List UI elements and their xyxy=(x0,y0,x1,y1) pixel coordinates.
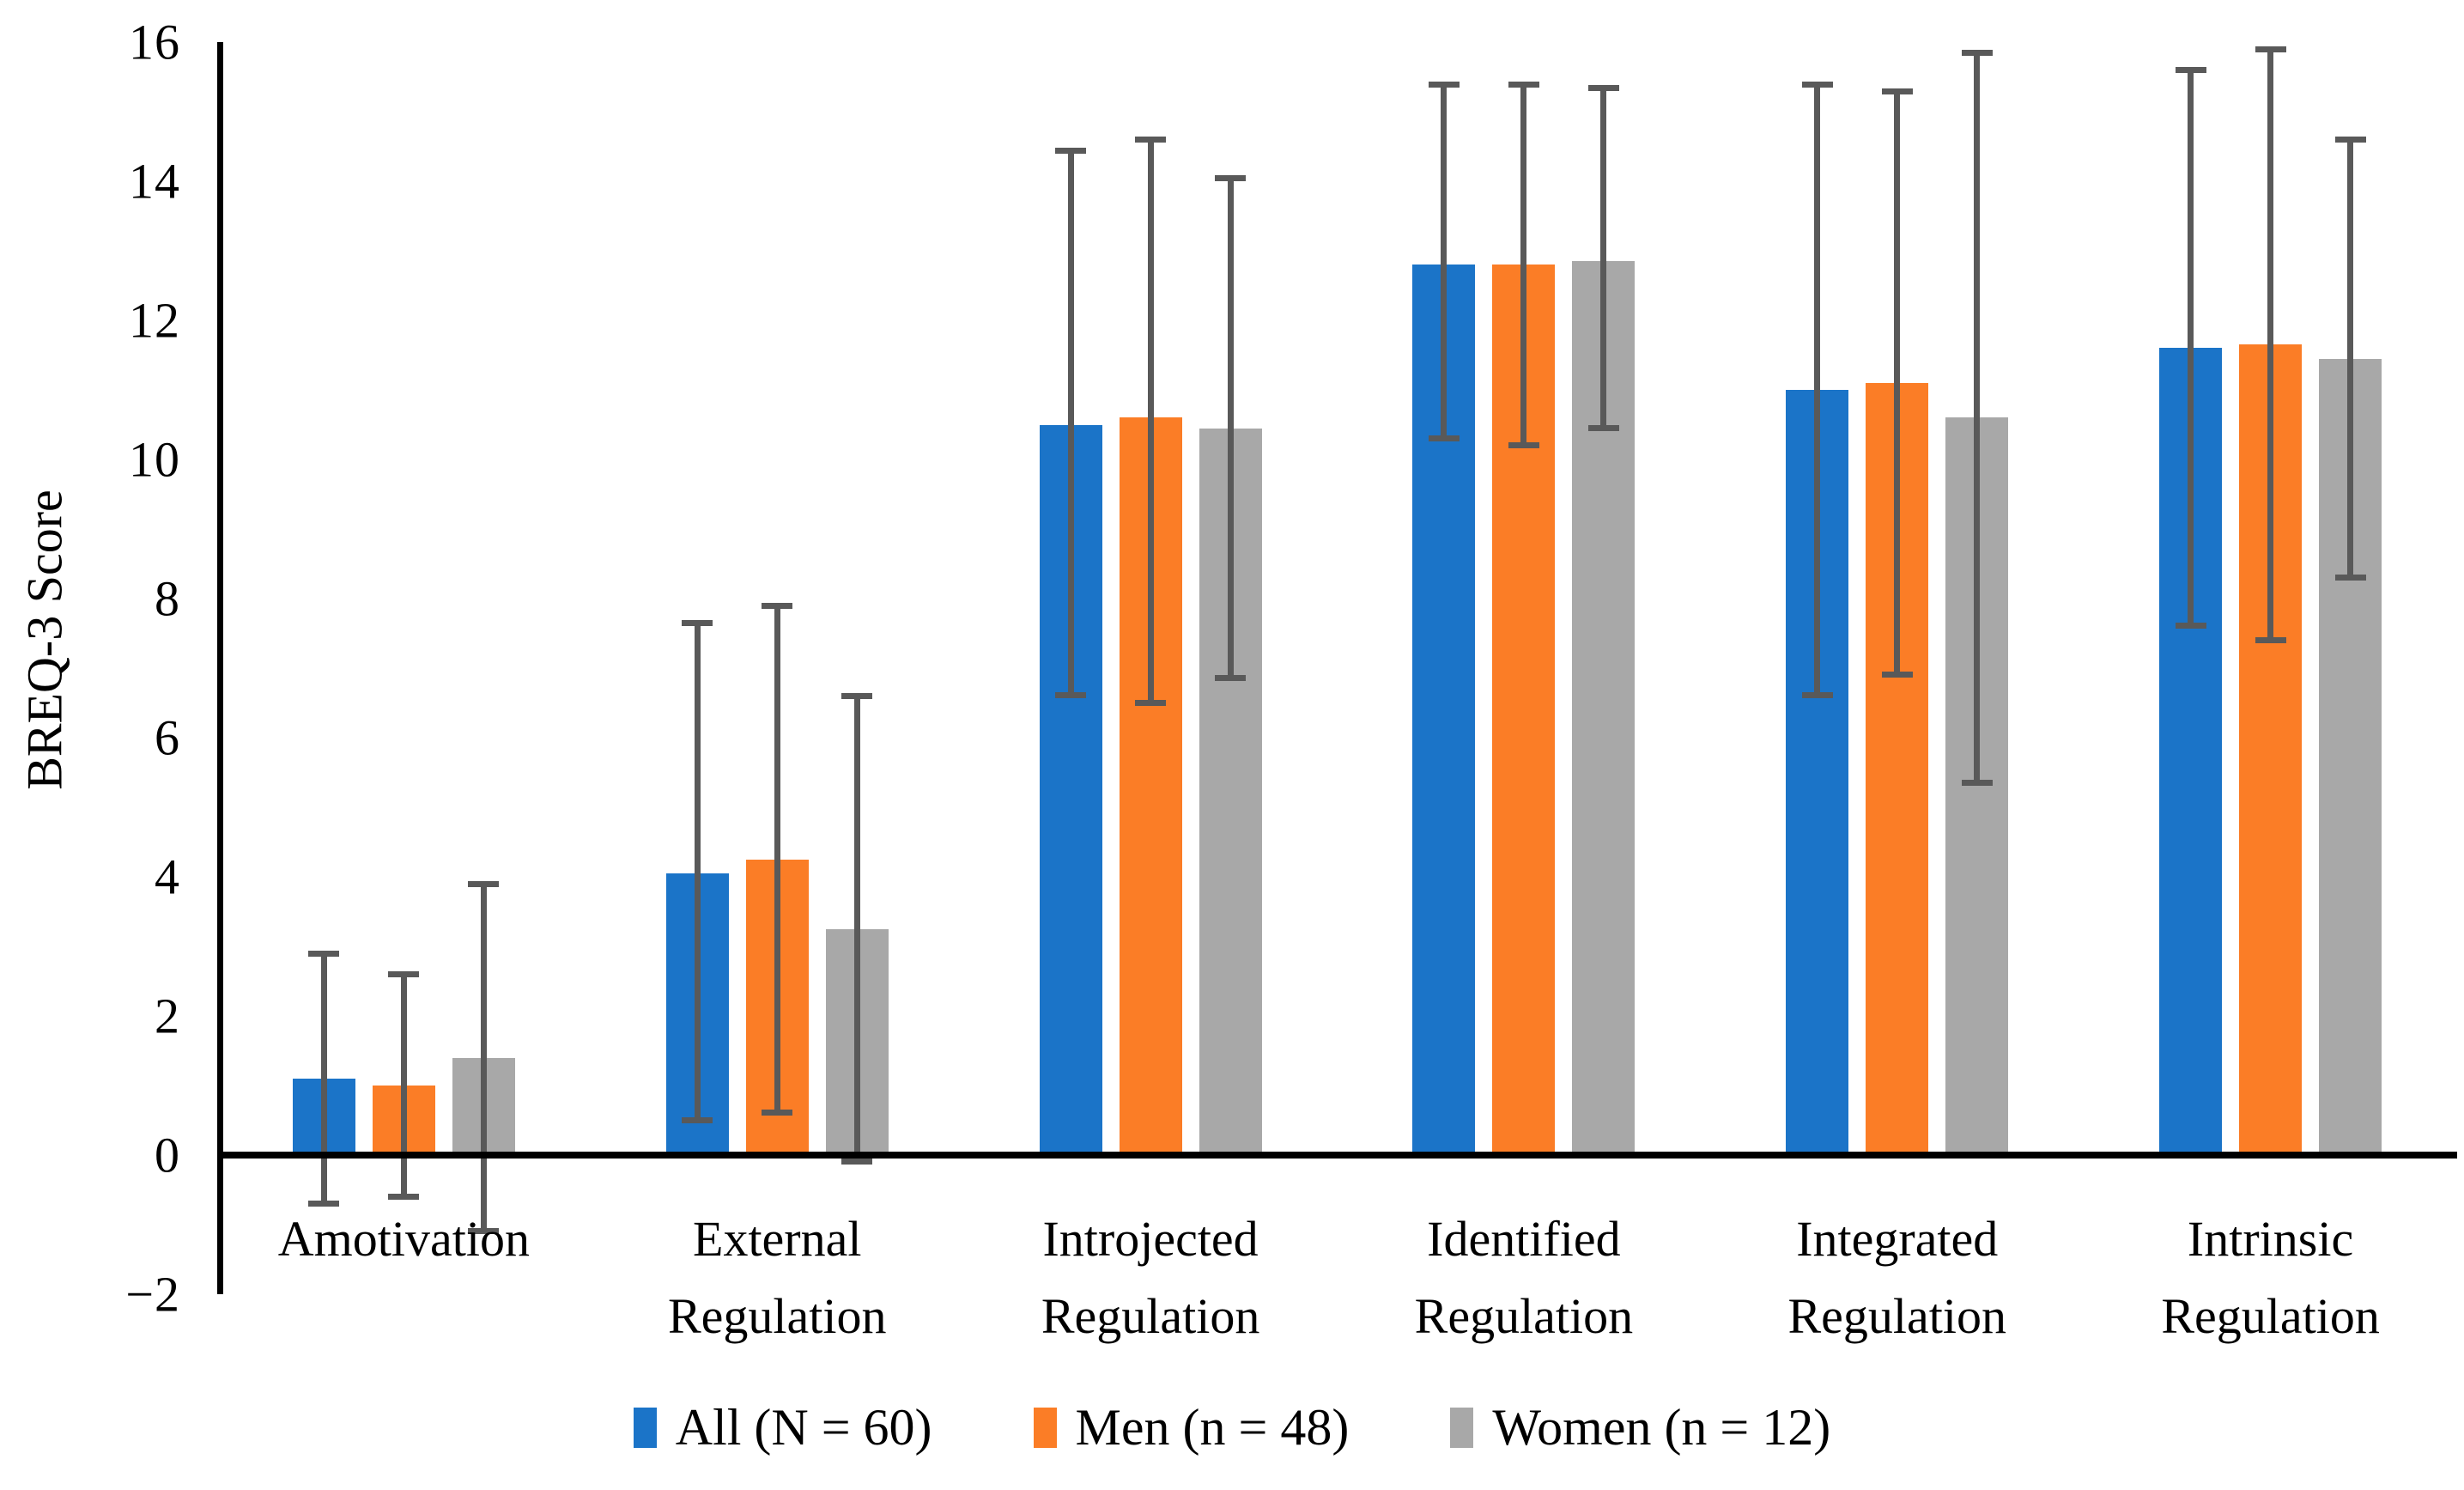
error-bar-men-amotivation xyxy=(400,974,407,1197)
error-bar-all-intrinsic-regulation xyxy=(2188,70,2194,627)
error-cap-bottom-women-integrated-regulation xyxy=(1961,779,1993,786)
category-label-line: Regulation xyxy=(667,1288,887,1344)
error-cap-top-women-intrinsic-regulation xyxy=(2334,137,2366,143)
error-bar-women-identified-regulation xyxy=(1600,87,1607,429)
legend-item-men: Men (n = 48) xyxy=(1033,1398,1350,1457)
category-label-line: Regulation xyxy=(1041,1288,1260,1344)
error-cap-bottom-all-identified-regulation xyxy=(1428,435,1460,441)
error-bar-women-amotivation xyxy=(480,884,487,1232)
category-label-introjected-regulation: Introjected Regulation xyxy=(962,1201,1339,1355)
y-tick-label-8: 8 xyxy=(155,570,180,627)
category-label-identified-regulation: Identified Regulation xyxy=(1335,1201,1713,1355)
error-bar-all-external-regulation xyxy=(694,623,701,1121)
legend-label-all: All (N = 60) xyxy=(675,1399,932,1456)
error-cap-bottom-women-identified-regulation xyxy=(1587,424,1619,431)
error-cap-bottom-men-intrinsic-regulation xyxy=(2255,636,2286,643)
y-tick-label-12: 12 xyxy=(129,292,180,349)
category-label-line: Identified xyxy=(1427,1211,1621,1267)
legend-item-women: Women (n = 12) xyxy=(1450,1398,1830,1457)
error-bar-men-intrinsic-regulation xyxy=(2267,49,2274,641)
error-cap-bottom-men-integrated-regulation xyxy=(1881,672,1913,678)
error-cap-top-men-amotivation xyxy=(388,971,420,978)
error-cap-bottom-all-intrinsic-regulation xyxy=(2175,623,2206,629)
category-label-integrated-regulation: Integrated Regulation xyxy=(1708,1201,2086,1355)
error-cap-top-men-integrated-regulation xyxy=(1881,88,1913,94)
legend-item-all: All (N = 60) xyxy=(633,1398,932,1457)
error-cap-top-all-external-regulation xyxy=(682,620,713,627)
y-tick-label-6: 6 xyxy=(155,709,180,766)
error-cap-top-women-introjected-regulation xyxy=(1215,174,1247,181)
error-cap-bottom-all-integrated-regulation xyxy=(1801,692,1833,699)
error-bar-women-external-regulation xyxy=(853,696,860,1163)
error-bar-all-amotivation xyxy=(320,953,327,1204)
error-cap-top-women-external-regulation xyxy=(841,693,873,700)
x-axis-line xyxy=(217,1152,2457,1159)
category-label-intrinsic-regulation: Intrinsic Regulation xyxy=(2082,1201,2460,1355)
y-axis-line xyxy=(217,42,223,1294)
error-cap-top-men-external-regulation xyxy=(762,603,793,610)
category-label-line: External xyxy=(693,1211,862,1267)
y-tick-label-14: 14 xyxy=(129,153,180,210)
error-bar-women-integrated-regulation xyxy=(1974,52,1981,783)
error-cap-top-men-intrinsic-regulation xyxy=(2255,46,2286,53)
legend-swatch-men xyxy=(1033,1408,1057,1448)
category-label-line: Integrated xyxy=(1796,1211,1999,1267)
error-cap-top-women-identified-regulation xyxy=(1587,84,1619,91)
y-tick-label-16: 16 xyxy=(129,14,180,70)
error-cap-top-all-identified-regulation xyxy=(1428,81,1460,88)
error-cap-top-women-integrated-regulation xyxy=(1961,50,1993,57)
error-bar-women-introjected-regulation xyxy=(1227,177,1234,679)
error-bar-all-integrated-regulation xyxy=(1814,83,1821,696)
legend-swatch-women xyxy=(1450,1408,1474,1448)
y-tick-label--2: −2 xyxy=(125,1266,180,1323)
error-cap-top-women-amotivation xyxy=(468,881,500,888)
category-label-external-regulation: External Regulation xyxy=(588,1201,966,1355)
y-tick-label-4: 4 xyxy=(155,848,180,905)
error-cap-bottom-men-external-regulation xyxy=(762,1110,793,1116)
y-tick-label-0: 0 xyxy=(155,1127,180,1183)
error-bar-women-intrinsic-regulation xyxy=(2347,139,2354,578)
category-label-line: Amotivation xyxy=(277,1211,530,1267)
category-label-line: Regulation xyxy=(2161,1288,2380,1344)
error-cap-bottom-women-introjected-regulation xyxy=(1215,675,1247,682)
error-cap-top-all-intrinsic-regulation xyxy=(2175,67,2206,74)
error-cap-bottom-women-amotivation xyxy=(468,1228,500,1235)
error-bar-all-identified-regulation xyxy=(1441,83,1447,439)
error-cap-bottom-all-introjected-regulation xyxy=(1055,692,1087,699)
error-bar-men-external-regulation xyxy=(774,605,780,1114)
error-cap-top-all-introjected-regulation xyxy=(1055,147,1087,154)
error-bar-all-introjected-regulation xyxy=(1067,149,1074,696)
legend-swatch-all xyxy=(633,1408,657,1448)
error-bar-men-integrated-regulation xyxy=(1894,90,1901,676)
error-cap-bottom-all-amotivation xyxy=(308,1200,340,1207)
error-cap-bottom-men-identified-regulation xyxy=(1508,441,1539,448)
category-label-line: Intrinsic xyxy=(2187,1211,2354,1267)
error-cap-top-all-amotivation xyxy=(308,951,340,958)
category-label-amotivation: Amotivation xyxy=(215,1201,592,1278)
error-bar-men-identified-regulation xyxy=(1520,83,1527,446)
category-label-line: Introjected xyxy=(1042,1211,1259,1267)
error-cap-top-men-introjected-regulation xyxy=(1135,137,1167,143)
legend-label-women: Women (n = 12) xyxy=(1492,1399,1831,1456)
error-bar-men-introjected-regulation xyxy=(1147,139,1154,703)
error-cap-top-men-identified-regulation xyxy=(1508,81,1539,88)
error-cap-top-all-integrated-regulation xyxy=(1801,81,1833,88)
error-cap-bottom-women-external-regulation xyxy=(841,1159,873,1165)
error-cap-bottom-women-intrinsic-regulation xyxy=(2334,574,2366,581)
category-label-line: Regulation xyxy=(1787,1288,2006,1344)
error-cap-bottom-men-amotivation xyxy=(388,1193,420,1200)
y-tick-label-2: 2 xyxy=(155,988,180,1044)
category-label-line: Regulation xyxy=(1414,1288,1634,1344)
legend-label-men: Men (n = 48) xyxy=(1075,1399,1350,1456)
y-tick-label-10: 10 xyxy=(129,431,180,488)
error-cap-bottom-all-external-regulation xyxy=(682,1116,713,1123)
legend: All (N = 60) Men (n = 48) Women (n = 12) xyxy=(0,1398,2464,1457)
error-cap-bottom-men-introjected-regulation xyxy=(1135,699,1167,706)
